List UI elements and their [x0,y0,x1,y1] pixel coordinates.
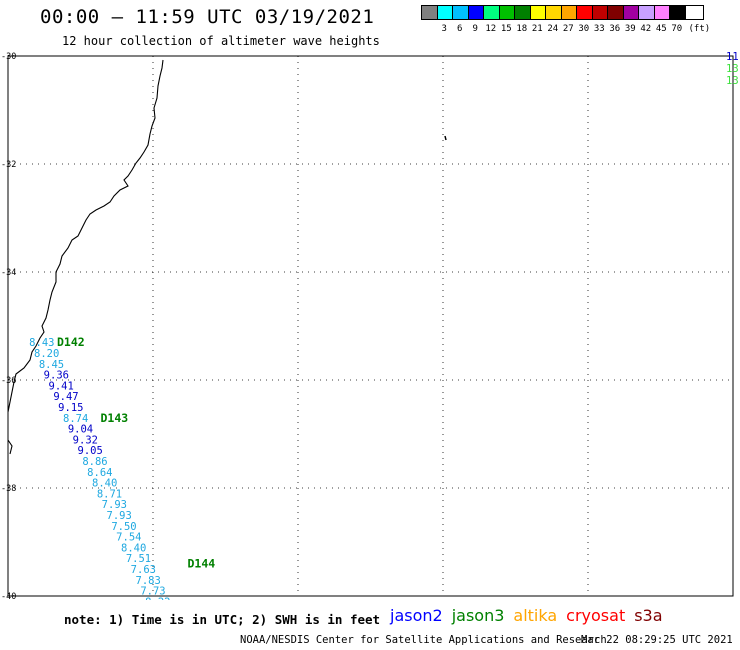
legend-swatch [546,6,562,19]
satellite-cryosat: cryosat [566,606,626,625]
legend-label: 42 [640,24,652,34]
wave-height-value: 8.20 [34,348,59,360]
lat-tick-label: -32 [1,160,16,170]
legend-label: 12 [485,24,497,34]
legend-swatch [515,6,531,19]
legend-swatch [499,6,515,19]
legend-label: 3 [441,24,447,34]
credit-line: NOAA/NESDIS Center for Satellite Applica… [240,634,607,646]
satellite-jason2: jason2 [390,606,443,625]
page-subtitle: 12 hour collection of altimeter wave hei… [62,34,380,48]
wave-height-value: 9.41 [49,380,74,392]
legend-label: 18 [516,24,528,34]
wave-height-value: 8.74 [63,413,88,425]
legend-swatch [577,6,593,19]
pass-label: D142 [57,335,85,349]
legend-label: 15 [500,24,512,34]
legend-swatch [422,6,438,19]
edge-value: 11. [726,51,740,63]
wave-height-value: 8.64 [87,467,112,479]
wave-height-value: 8.40 [121,542,146,554]
legend-swatch [561,6,577,19]
wave-height-value: 8.43 [29,337,54,349]
legend-color-bar [421,5,704,20]
map-grid [8,56,733,596]
wave-height-value: 7.54 [116,532,141,544]
satellite-legend: jason2 jason3 altika cryosat s3a [390,606,672,625]
legend-labels: 3 6 9 12 15 18 21 24 27 30 33 36 39 42 45 70 (ft) [421,24,711,34]
coastline-south [7,439,13,455]
wave-height-value: 8.40 [92,478,117,490]
legend-label: 24 [547,24,559,34]
legend-label: 39 [624,24,636,34]
wave-height-value: 8.71 [97,488,122,500]
wave-height-value: 7.51 [126,553,151,565]
legend-label: 45 [655,24,667,34]
legend-swatch [437,6,453,19]
wave-height-value: 9.32 [73,434,98,446]
legend-swatch [453,6,469,19]
lat-tick-label: -40 [1,592,16,600]
satellite-jason3: jason3 [451,606,505,625]
wave-height-value: 8.86 [82,456,107,468]
lat-tick-label: -34 [1,268,16,278]
wave-height-value: 7.93 [102,499,127,511]
wave-height-value: 7.50 [111,521,136,533]
legend-unit: (ft) [688,24,711,34]
legend-swatch [484,6,500,19]
wave-height-value: 8.45 [39,359,64,371]
wave-height-value: 7.73 [140,586,165,598]
edge-value: 13 [726,63,739,75]
pass-labels: D142 D143 D144 [57,335,215,570]
legend-label: 30 [578,24,590,34]
legend-label: 27 [562,24,574,34]
wave-height-value: 8.22 [145,596,170,600]
satellite-altika: altika [513,606,558,625]
page-title: 00:00 – 11:59 UTC 03/19/2021 [40,6,375,28]
wave-height-value: 9.47 [53,391,78,403]
wave-height-value: 7.63 [131,564,156,576]
coastline [7,59,164,413]
pass-label: D143 [100,411,128,425]
island-mark [444,135,447,141]
wave-height-value: 9.05 [78,445,103,457]
legend-swatch [592,6,608,19]
pass-label: D144 [187,557,215,571]
legend-swatch [530,6,546,19]
legend-swatch [468,6,484,19]
legend-swatch [654,6,670,19]
wave-height-value: 9.04 [68,424,93,436]
legend-swatch [639,6,655,19]
legend-label: 33 [593,24,605,34]
wave-height-values: 8.438.208.459.369.419.479.158.749.049.32… [29,337,170,600]
lat-tick-label: -36 [1,376,16,386]
lat-tick-label: -30 [1,52,16,62]
satellite-s3a: s3a [634,606,663,625]
legend-label: 36 [609,24,621,34]
edge-value: 13 [726,75,739,87]
wave-height-value: 9.36 [44,370,69,382]
legend-label: 9 [472,24,478,34]
wave-height-value: 7.83 [136,575,161,587]
latitude-labels: -30 -32 -34 -36 -38 -40 [1,52,16,600]
wave-height-map: 150153156159162165 -30-32-34-36-38-40 8.… [1,51,740,600]
legend-swatch [623,6,639,19]
legend-swatch [608,6,624,19]
footnote: note: 1) Time is in UTC; 2) SWH is in fe… [64,612,381,627]
wave-height-value: 7.93 [107,510,132,522]
lat-tick-label: -38 [1,484,16,494]
wave-height-value: 9.15 [58,402,83,414]
color-legend: 3 6 9 12 15 18 21 24 27 30 33 36 39 42 45 70 (ft) [421,5,711,34]
legend-label: 70 [671,24,683,34]
map-frame [7,55,734,597]
legend-label: 21 [531,24,543,34]
legend-label: 6 [457,24,463,34]
legend-swatch [670,6,686,19]
timestamp: Mar 22 08:29:25 UTC 2021 [581,634,733,646]
